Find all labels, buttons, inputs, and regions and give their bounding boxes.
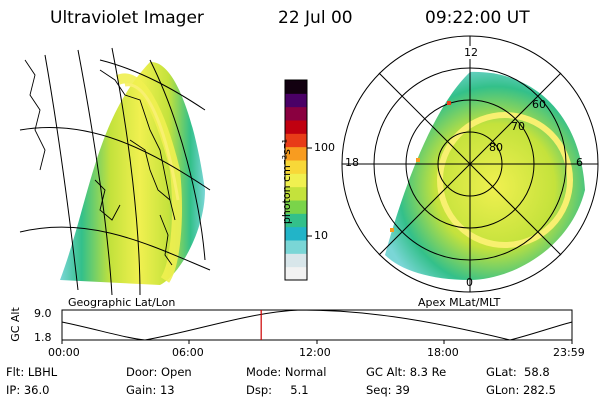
info-glon: GLon: 282.5 — [486, 383, 556, 397]
colorbar-cell — [285, 120, 307, 134]
colorbar-cell — [285, 80, 307, 94]
mlt-label-18: 18 — [345, 156, 359, 169]
colorbar-tick-high: 100 — [314, 141, 335, 154]
info-door: Door: Open — [126, 365, 192, 379]
info-seq: Seq: 39 — [366, 383, 410, 397]
info-gcalt: GC Alt: 8.3 Re — [366, 365, 447, 379]
mlt-label-0: 0 — [466, 276, 473, 289]
info-gain: Gain: 13 — [126, 383, 175, 397]
time-label: 09:22:00 UT — [425, 8, 530, 28]
colorbar-cell — [285, 93, 307, 108]
info-ip: IP: 36.0 — [6, 383, 50, 397]
right-panel-caption: Apex MLat/MLT — [418, 296, 501, 309]
x-tick-0000: 00:00 — [48, 346, 80, 359]
x-tick-1200: 12:00 — [299, 346, 331, 359]
x-tick-0600: 06:00 — [172, 346, 204, 359]
colorbar-tick-low: 10 — [314, 229, 328, 242]
left-panel-caption: Geographic Lat/Lon — [68, 296, 176, 309]
mlat-label-60: 60 — [532, 98, 546, 111]
info-glat: GLat: 58.8 — [486, 365, 550, 379]
mlat-label-80: 80 — [489, 141, 503, 154]
mlat-label-70: 70 — [511, 120, 525, 133]
colorbar-cell — [285, 213, 307, 228]
colorbar-cell — [285, 186, 307, 201]
x-tick-1800: 18:00 — [427, 346, 459, 359]
colorbar-cell — [285, 173, 307, 188]
colorbar-cell — [285, 146, 307, 161]
colorbar-cell — [285, 133, 307, 148]
altitude-y-low: 1.8 — [34, 331, 52, 344]
info-dsp: Dsp: 5.1 — [246, 383, 309, 397]
colorbar-cell — [285, 226, 307, 241]
colorbar-cell — [285, 240, 307, 254]
colorbar-cell — [285, 253, 307, 268]
colorbar-cell — [285, 160, 307, 174]
mlt-label-6: 6 — [576, 156, 583, 169]
x-tick-2359: 23:59 — [553, 346, 585, 359]
altitude-y-high: 9.0 — [34, 307, 52, 320]
instrument-title: Ultraviolet Imager — [50, 8, 204, 28]
colorbar-cell — [285, 106, 307, 121]
colorbar-cell — [285, 200, 307, 214]
info-mode: Mode: Normal — [246, 365, 327, 379]
info-flt: Flt: LBHL — [6, 365, 58, 379]
mlt-label-12: 12 — [464, 46, 478, 59]
altitude-ylabel: GC Alt — [8, 307, 22, 342]
colorbar-cell — [285, 266, 307, 281]
date-label: 22 Jul 00 — [278, 8, 353, 28]
